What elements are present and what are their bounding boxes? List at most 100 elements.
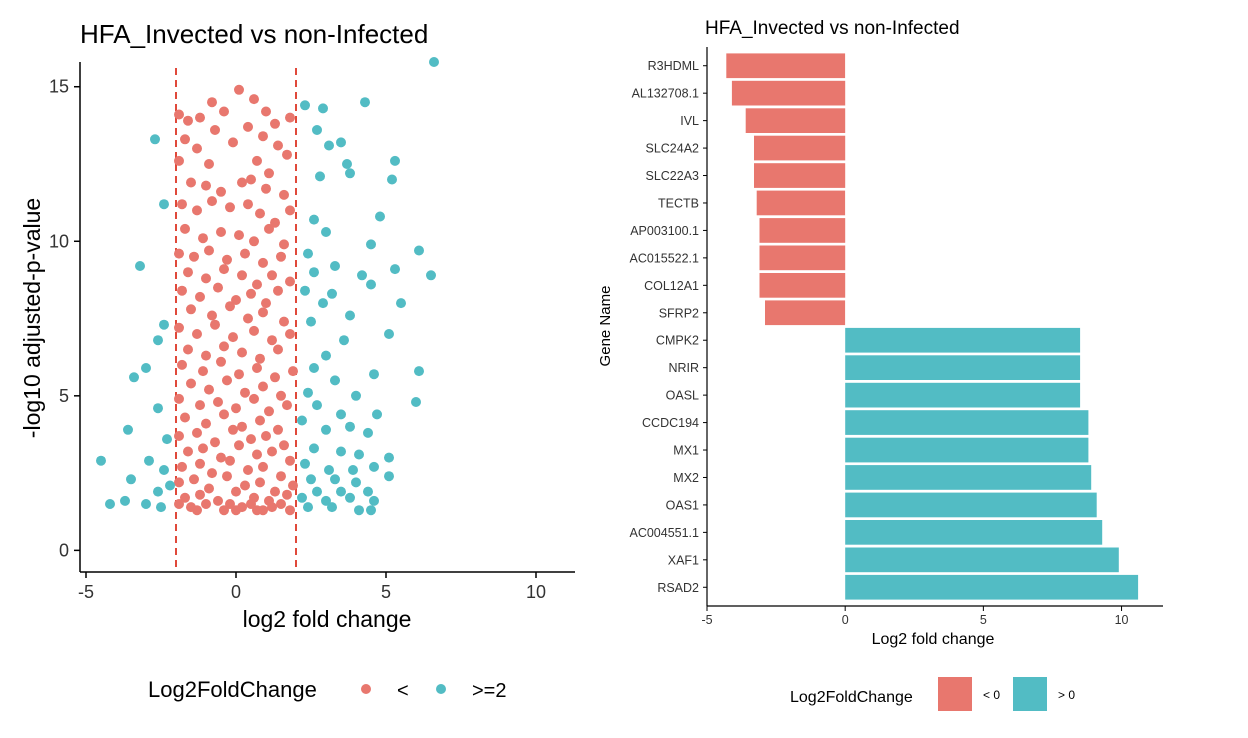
point-positive-62 [300,458,310,469]
point-negative-3 [207,97,217,108]
point-positive-27 [327,288,337,299]
point-negative-15 [258,131,268,142]
point-positive-51 [297,415,307,426]
point-positive-77 [153,486,163,497]
point-positive-61 [144,455,154,466]
point-negative-147 [201,499,211,509]
point-negative-2 [195,112,205,123]
point-negative-31 [207,196,217,207]
point-positive-42 [330,375,340,386]
point-negative-89 [270,372,280,383]
volcano-plot: HFA_Invected vs non-Infected -5 0 5 10 0 5 10… [19,19,575,702]
point-negative-59 [195,291,205,302]
point-negative-124 [177,461,187,472]
point-negative-125 [195,458,205,469]
volcano-x-tick-label-3: 10 [526,582,546,602]
bar-x-tick-label-1: 0 [842,613,849,627]
point-negative-139 [180,492,190,503]
gene-label-10: CMPK2 [656,334,699,348]
bar-sfrp2 [765,300,846,326]
point-negative-70 [279,316,289,327]
point-negative-1 [183,115,193,126]
point-negative-92 [204,384,214,395]
point-negative-72 [192,329,202,339]
point-positive-0 [429,57,439,67]
point-negative-151 [267,502,277,513]
point-negative-137 [270,486,280,497]
point-negative-157 [192,505,202,516]
point-negative-52 [201,273,211,284]
point-negative-62 [246,288,256,299]
point-negative-133 [204,483,214,494]
point-positive-5 [324,140,334,151]
point-negative-114 [246,434,256,445]
point-negative-30 [192,205,202,216]
point-positive-59 [354,449,364,460]
point-positive-86 [303,502,313,513]
point-negative-63 [261,298,271,309]
volcano-legend-entry-positive: >=2 [472,680,506,702]
point-negative-78 [183,344,193,355]
point-negative-47 [222,254,232,265]
gene-label-19: RSAD2 [657,581,699,595]
volcano-x-tick-label-1: 0 [231,582,241,602]
point-negative-28 [279,189,289,200]
point-negative-79 [201,350,211,361]
point-negative-20 [252,155,262,166]
bar-cmpk2 [845,327,1081,353]
gene-labels: R3HDML AL132708.1 IVL SLC24A2 SLC22A3 TECTB AP… [629,59,707,595]
point-negative-129 [258,461,268,472]
point-positive-36 [321,350,331,361]
point-negative-12 [210,125,220,135]
point-negative-16 [273,140,283,151]
point-positive-58 [336,446,346,457]
point-positive-74 [312,486,322,497]
volcano-y-tick-label-0: 0 [59,540,69,560]
point-negative-126 [207,468,217,479]
point-negative-112 [210,437,220,448]
point-positive-21 [330,261,340,271]
bar-ac015522-1 [759,245,846,271]
point-positive-10 [315,171,325,182]
point-negative-107 [237,421,247,432]
point-positive-68 [306,474,316,485]
bar-oasl [845,382,1081,408]
point-positive-49 [372,409,382,420]
point-positive-34 [159,319,169,330]
point-negative-86 [216,356,226,367]
bar-rsad2 [845,574,1139,600]
bar-legend: Log2FoldChange < 0 > 0 [790,677,1075,711]
point-positive-83 [120,495,130,506]
gene-label-6: AP003100.1 [630,224,699,238]
point-negative-43 [279,239,289,250]
point-positive-73 [165,480,175,491]
point-negative-99 [213,397,223,407]
point-negative-135 [240,480,250,491]
point-positive-69 [330,474,340,485]
bar-r3hdml [726,53,846,79]
bar-oas1 [845,492,1097,518]
point-positive-57 [309,443,319,454]
point-negative-132 [189,474,199,485]
point-negative-45 [189,251,199,262]
scatter-points [96,57,439,516]
volcano-legend-title: Log2FoldChange [148,677,317,702]
point-negative-136 [255,477,265,488]
legend-key-negative [361,684,371,694]
point-negative-90 [288,366,298,377]
point-positive-67 [159,465,169,475]
point-negative-11 [192,143,202,154]
point-positive-26 [300,285,310,296]
point-negative-156 [276,499,286,509]
bar-col12a1 [759,273,846,298]
point-negative-93 [222,375,232,386]
legend-key-positive [436,684,446,694]
point-negative-24 [216,186,226,197]
point-negative-4 [219,106,229,117]
point-negative-64 [273,285,283,296]
point-negative-108 [255,415,265,426]
gene-label-7: AC015522.1 [629,251,699,265]
point-positive-54 [363,427,373,438]
point-negative-71 [174,322,184,333]
